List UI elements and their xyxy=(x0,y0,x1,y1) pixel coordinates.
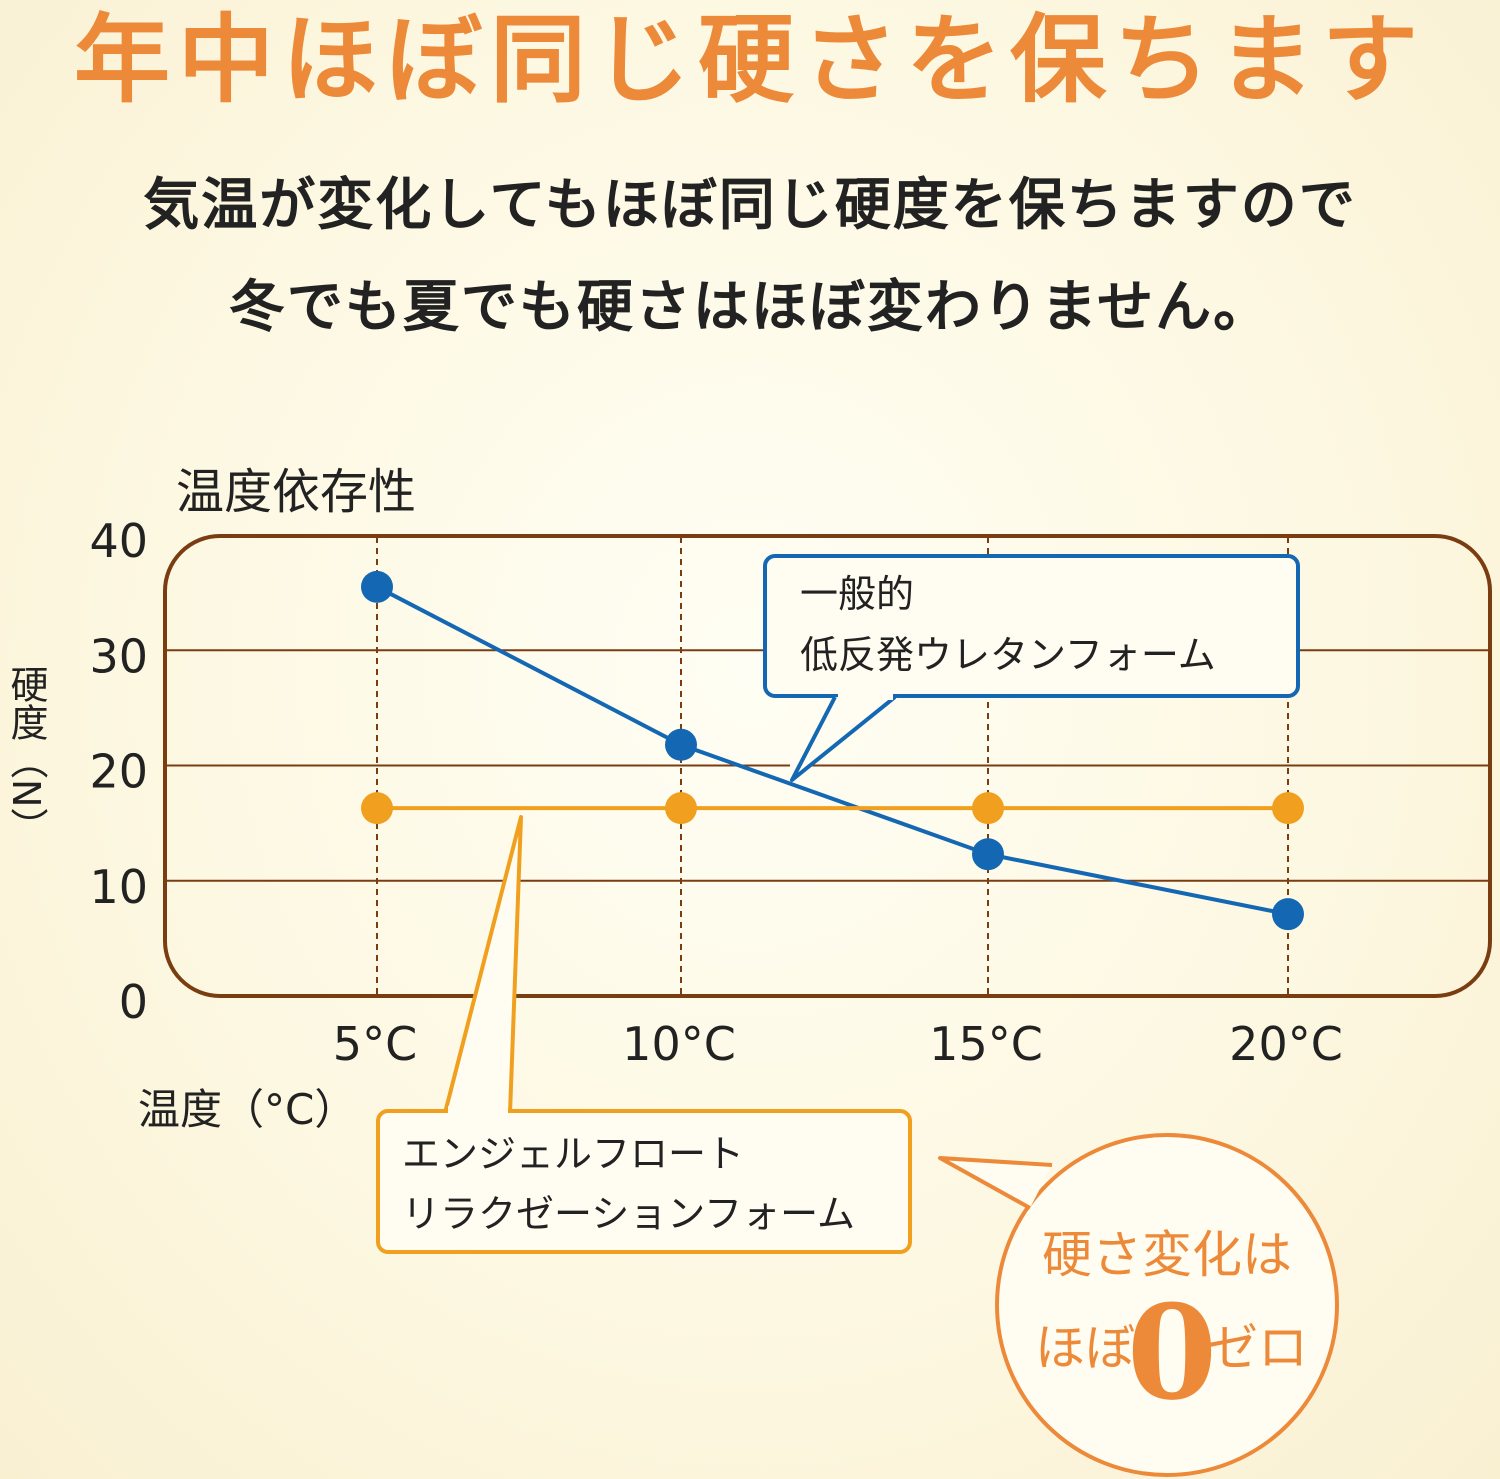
angel-series-point xyxy=(665,792,697,825)
general-foam-callout: 一般的 低反発ウレタンフォーム xyxy=(763,554,1300,782)
general-series-point xyxy=(1272,898,1304,931)
angel-foam-label-line2: リラクゼーションフォーム xyxy=(402,1192,855,1236)
y-axis-ticks: 0 10 20 30 40 xyxy=(89,514,148,1029)
general-series-point xyxy=(665,728,697,761)
angel-foam-label-line1: エンジェルフロート xyxy=(402,1132,744,1176)
general-series-point xyxy=(361,570,393,603)
x-axis-ticks: 5°C 10°C 15°C 20°C xyxy=(333,1017,1343,1071)
general-series-point xyxy=(972,838,1004,871)
y-axis-label: 硬度（N） xyxy=(4,665,48,845)
y-tick-label: 10 xyxy=(89,860,148,914)
badge-zero-number: 0 xyxy=(1127,1276,1217,1429)
y-axis-label-text: 硬度（N） xyxy=(4,665,48,845)
badge-pointer xyxy=(938,1156,1053,1210)
angel-foam-callout-pointer xyxy=(443,815,523,1114)
general-foam-label-line2: 低反発ウレタンフォーム xyxy=(800,633,1216,677)
angel-series-point xyxy=(972,792,1004,825)
zero-change-badge: 硬さ変化は ほぼ 0 ゼロ xyxy=(938,1133,1339,1477)
series-layer xyxy=(361,570,1304,931)
badge-suffix: ゼロ xyxy=(1208,1319,1308,1377)
y-tick-label: 30 xyxy=(89,629,148,683)
y-tick-label: 20 xyxy=(89,745,148,799)
badge-circle xyxy=(995,1133,1339,1477)
y-tick-label: 40 xyxy=(89,514,148,568)
general-series-line xyxy=(376,585,1289,917)
x-axis-label: 温度（°C） xyxy=(138,1085,356,1134)
general-foam-callout-pointer xyxy=(790,695,897,782)
lead-line-2: 冬でも夏でも硬さはほぼ変わりません。 xyxy=(228,274,1272,340)
x-tick-label: 20°C xyxy=(1229,1017,1343,1071)
x-tick-label: 15°C xyxy=(929,1017,1043,1071)
chart-title: 温度依存性 xyxy=(176,464,416,520)
general-foam-callout-box xyxy=(763,554,1300,698)
angel-foam-callout-box xyxy=(376,1109,912,1254)
badge-line1: 硬さ変化は xyxy=(1042,1226,1292,1284)
lead-line-1: 気温が変化してもほぼ同じ硬度を保ちますので xyxy=(143,172,1357,238)
angel-series-point xyxy=(361,792,393,825)
y-tick-label: 0 xyxy=(119,975,148,1029)
badge-prefix: ほぼ xyxy=(1035,1319,1135,1377)
angel-foam-callout: エンジェルフロート リラクゼーションフォーム xyxy=(376,815,912,1254)
headline: 年中ほぼ同じ硬さを保ちます xyxy=(74,3,1426,116)
general-foam-label-line1: 一般的 xyxy=(800,572,914,616)
angel-series-point xyxy=(1272,792,1304,825)
x-tick-label: 10°C xyxy=(622,1017,736,1071)
x-tick-label: 5°C xyxy=(333,1017,417,1071)
